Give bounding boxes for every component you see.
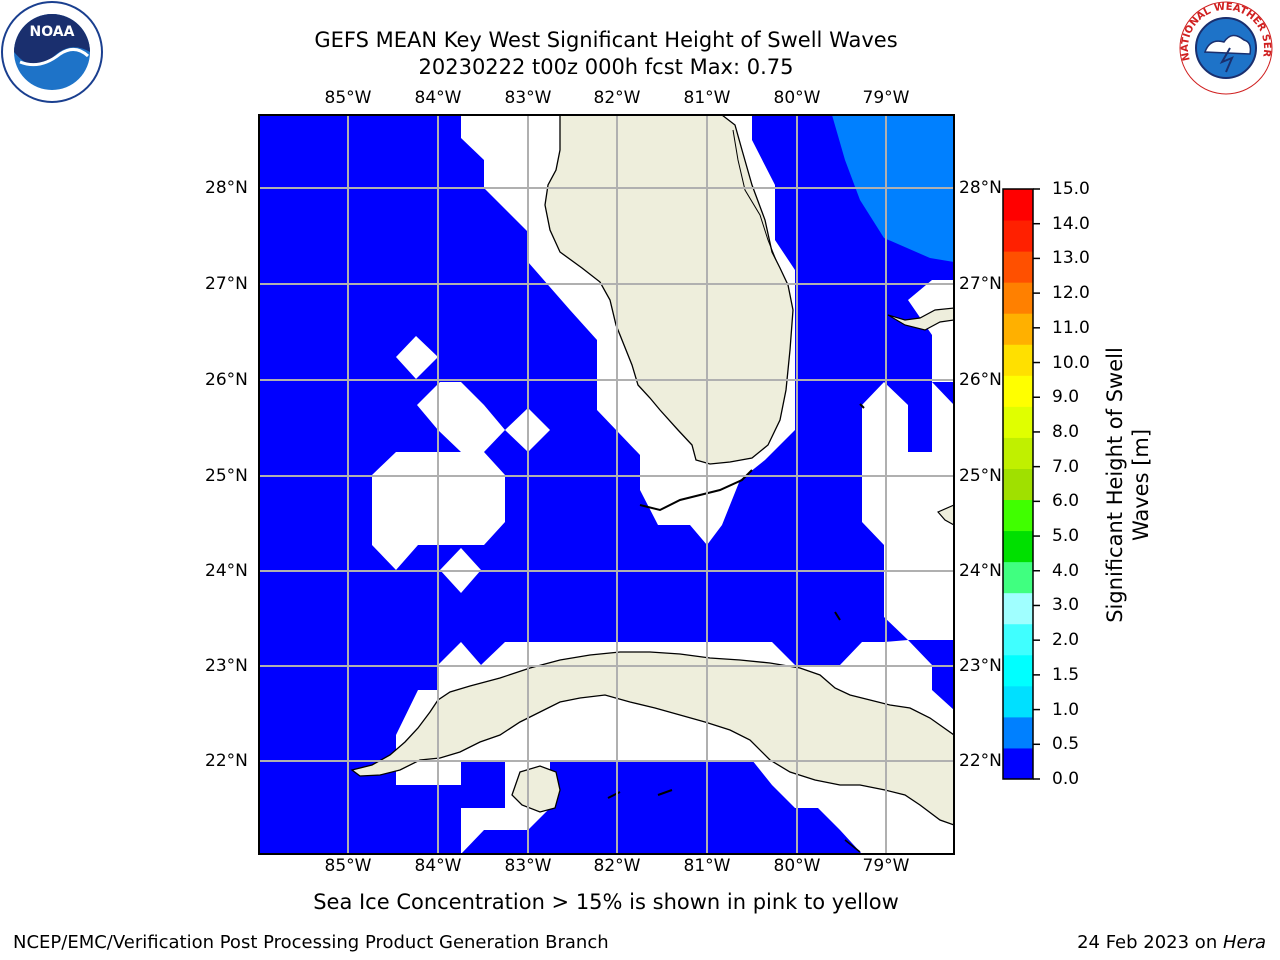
colorbar-segment: [1003, 685, 1033, 718]
colorbar-segments: [1003, 189, 1033, 780]
colorbar-segment: [1003, 282, 1033, 314]
colorbar-frame: [1002, 188, 1034, 780]
lat-label-right: 28°N: [959, 178, 1002, 198]
colorbar-ticks: [1033, 188, 1040, 780]
lon-label-bottom: 79°W: [862, 856, 910, 876]
colorbar-tick-label: 1.5: [1052, 664, 1080, 685]
lon-label-top: 79°W: [862, 88, 910, 108]
chart-subtitle: 20230222 t00z 000h fcst Max: 0.75: [418, 55, 794, 79]
footer-date-text: 24 Feb 2023 on: [1077, 932, 1223, 953]
colorbar-title-line1: Significant Height of Swell: [1103, 347, 1127, 623]
colorbar-tick-label: 13.0: [1052, 248, 1090, 269]
lon-label-bottom: 83°W: [504, 856, 552, 876]
colorbar-tick-label: 8.0: [1052, 421, 1080, 442]
chart-title: GEFS MEAN Key West Significant Height of…: [314, 28, 898, 52]
lat-label-left: 22°N: [205, 751, 248, 771]
lon-label-bottom: 84°W: [414, 856, 462, 876]
lat-label-left: 28°N: [205, 178, 248, 198]
nws-logo-text: NATIONAL WEATHER SERVICE: [0, 0, 1272, 62]
lat-label-right: 27°N: [959, 274, 1002, 294]
colorbar-segment: [1003, 313, 1033, 345]
footer-branch: NCEP/EMC/Verification Post Processing Pr…: [13, 932, 609, 953]
map-area: [258, 114, 955, 855]
lat-label-right: 24°N: [959, 561, 1002, 581]
lon-label-bottom: 80°W: [773, 856, 821, 876]
colorbar-segment: [1003, 530, 1033, 563]
colorbar-segment: [1003, 251, 1033, 283]
colorbar-tick-label: 5.0: [1052, 526, 1080, 547]
noaa-logo-text: NOAA: [30, 24, 75, 40]
colorbar-segment: [1003, 220, 1033, 252]
colorbar-segment: [1003, 592, 1033, 625]
colorbar-tick-label: 1.0: [1052, 699, 1080, 720]
colorbar-tick-label: 12.0: [1052, 283, 1090, 304]
nws-logo: NATIONAL WEATHER SERVICE: [0, 0, 1273, 95]
colorbar-tick-label: 15.0: [1052, 179, 1090, 199]
colorbar-title-line2: Waves [m]: [1129, 428, 1153, 542]
lat-label-left: 24°N: [205, 561, 248, 581]
lat-label-left: 27°N: [205, 274, 248, 294]
lat-label-left: 25°N: [205, 466, 248, 486]
colorbar-segment: [1003, 437, 1033, 469]
colorbar-tick-label: 0.5: [1052, 734, 1080, 755]
cayman-bit: [844, 839, 861, 853]
colorbar-title: Significant Height of Swell Waves [m]: [1102, 347, 1154, 623]
colorbar-segment: [1003, 716, 1033, 749]
colorbar-tick-label: 0.0: [1052, 769, 1080, 789]
lon-label-top: 84°W: [414, 88, 462, 108]
colorbar-segment: [1003, 747, 1033, 780]
lat-label-right: 25°N: [959, 466, 1002, 486]
lat-label-left: 23°N: [205, 656, 248, 676]
lat-label-right: 22°N: [959, 751, 1002, 771]
colorbar-segment: [1003, 499, 1033, 532]
cuba-land: [350, 651, 955, 826]
lat-label-right: 23°N: [959, 656, 1002, 676]
lon-label-bottom: 85°W: [324, 856, 372, 876]
lon-label-top: 82°W: [593, 88, 641, 108]
sea-ice-note: Sea Ice Concentration > 15% is shown in …: [313, 890, 899, 914]
colorbar-tick-label: 6.0: [1052, 491, 1080, 512]
colorbar-tick-label: 7.0: [1052, 456, 1080, 477]
noaa-logo: NOAA: [1, 1, 103, 103]
lon-label-bottom: 82°W: [593, 856, 641, 876]
lat-label-right: 26°N: [959, 370, 1002, 390]
footer-host: Hera: [1222, 932, 1266, 953]
colorbar-tick-label: 14.0: [1052, 213, 1090, 234]
lon-label-top: 83°W: [504, 88, 552, 108]
colorbar-tick-label: 11.0: [1052, 317, 1090, 338]
indian-river-lagoon: [732, 129, 777, 261]
cay-sal: [834, 611, 841, 621]
colorbar-tick-label: 4.0: [1052, 560, 1080, 581]
lon-label-bottom: 81°W: [683, 856, 731, 876]
isla-juventud-land: [511, 765, 561, 813]
colorbar-segment: [1003, 623, 1033, 656]
bimini: [859, 403, 865, 409]
lat-label-left: 26°N: [205, 370, 248, 390]
lon-label-top: 85°W: [324, 88, 372, 108]
map-gridlines: [259, 115, 954, 854]
colorbar-segment: [1003, 654, 1033, 687]
colorbar-segment: [1003, 406, 1033, 438]
colorbar-tick-label: 10.0: [1052, 352, 1090, 373]
colorbar-segment: [1003, 468, 1033, 501]
florida-keys: [639, 469, 753, 512]
colorbar: [1002, 188, 1040, 780]
lon-label-top: 81°W: [683, 88, 731, 108]
lon-label-top: 80°W: [773, 88, 821, 108]
colorbar-segment: [1003, 189, 1033, 221]
colorbar-tick-label: 9.0: [1052, 387, 1080, 408]
footer-date: 24 Feb 2023 on Hera: [1077, 932, 1266, 953]
colorbar-segment: [1003, 344, 1033, 376]
colorbar-segment: [1003, 375, 1033, 407]
colorbar-segment: [1003, 561, 1033, 594]
colorbar-tick-label: 3.0: [1052, 595, 1080, 616]
colorbar-tick-label: 2.0: [1052, 630, 1080, 651]
map-frame: [258, 114, 955, 855]
